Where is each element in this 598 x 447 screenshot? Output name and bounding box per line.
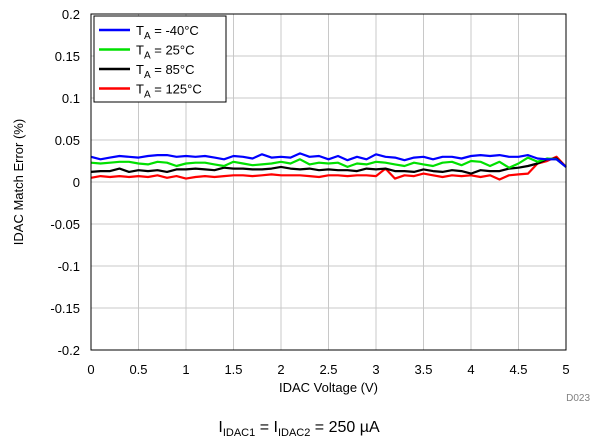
x-tick-label: 1 [182, 362, 189, 377]
x-axis-title: IDAC Voltage (V) [279, 380, 378, 395]
y-tick-label: -0.05 [50, 217, 80, 232]
series-line-1 [90, 156, 567, 169]
y-tick-label: -0.2 [58, 343, 80, 358]
legend-label-rest: = 25°C [151, 43, 195, 58]
legend-label-base: T [136, 62, 144, 77]
y-tick-label: -0.1 [58, 259, 80, 274]
legend-label-sub: A [144, 31, 151, 42]
series-lines [90, 152, 567, 181]
x-tick-label: 4 [467, 362, 474, 377]
legend-label-base: T [136, 82, 144, 97]
x-tick-label: 5 [562, 362, 569, 377]
x-tick-label: 0.5 [129, 362, 147, 377]
y-tick-label: -0.15 [50, 301, 80, 316]
legend-label-1: TA = 25°C [136, 43, 195, 62]
x-tick-label: 3.5 [414, 362, 432, 377]
legend-label-rest: = 125°C [151, 82, 202, 97]
plot-frame [90, 13, 567, 351]
tick-labels: 0 0.5 1 1.5 2 2.5 3 3.5 4 4.5 5 -0.2 -0.15 -0.1 -0.05 0… [50, 7, 569, 377]
condition-current2-base: I [273, 419, 277, 436]
legend-label-rest: = -40°C [151, 23, 199, 38]
y-tick-label: 0.1 [62, 91, 80, 106]
legend-label-sub: A [144, 51, 151, 62]
legend-label-2: TA = 85°C [136, 62, 195, 81]
x-tick-label: 2 [277, 362, 284, 377]
y-tick-label: 0.15 [55, 49, 80, 64]
legend-label-3: TA = 125°C [136, 82, 202, 101]
y-tick-label: 0.05 [55, 133, 80, 148]
x-tick-label: 4.5 [509, 362, 527, 377]
condition-current1-sub: IDAC1 [223, 427, 255, 439]
y-axis-title: IDAC Match Error (%) [11, 119, 26, 245]
legend-label-rest: = 85°C [151, 62, 195, 77]
y-tick-label: 0.2 [62, 7, 80, 22]
legend: TA = -40°CTA = 25°CTA = 85°CTA = 125°C [93, 15, 227, 103]
legend-label-base: T [136, 23, 144, 38]
legend-label-base: T [136, 43, 144, 58]
condition-current2-sub: IDAC2 [278, 427, 310, 439]
legend-label-sub: A [144, 90, 151, 101]
series-line-0 [90, 152, 567, 168]
test-condition: IIDAC1 = IIDAC2 = 250 µA [218, 419, 380, 439]
x-tick-label: 2.5 [319, 362, 337, 377]
x-tick-label: 1.5 [224, 362, 242, 377]
series-line-2 [90, 157, 567, 175]
legend-label-sub: A [144, 70, 151, 81]
condition-current1-base: I [218, 419, 222, 436]
condition-eq1: = [255, 419, 273, 436]
x-tick-label: 0 [87, 362, 94, 377]
legend-label-0: TA = -40°C [136, 23, 199, 42]
figure-id-label: D023 [566, 393, 590, 404]
x-tick-label: 3 [372, 362, 379, 377]
condition-eq2: = 250 µA [310, 419, 380, 436]
series-line-3 [90, 155, 567, 181]
y-tick-label: 0 [73, 175, 80, 190]
